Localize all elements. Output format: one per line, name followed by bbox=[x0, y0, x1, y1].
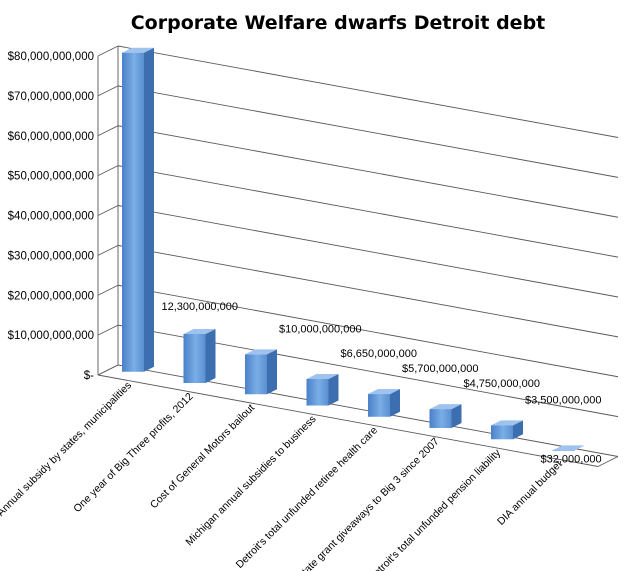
bar-top bbox=[552, 445, 585, 451]
y-tick-label: $- bbox=[84, 370, 94, 382]
y-tick-label: $20,000,000,000 bbox=[8, 290, 94, 302]
bar bbox=[245, 354, 267, 395]
bar-group bbox=[552, 445, 585, 451]
y-tick-label: $70,000,000,000 bbox=[8, 91, 94, 103]
data-label: $5,700,000,000 bbox=[402, 363, 478, 375]
gridline bbox=[117, 45, 619, 138]
bar-top bbox=[491, 420, 523, 426]
bar-group bbox=[429, 404, 462, 429]
x-tick-label: Michigan annual subsidies to business bbox=[183, 413, 318, 548]
gridline-side bbox=[97, 284, 119, 296]
x-tick-label: State grant giveaways to Big 3 since 200… bbox=[295, 436, 442, 571]
data-label: 12,300,000,000 bbox=[162, 301, 238, 313]
bar bbox=[306, 379, 329, 406]
bar-group bbox=[122, 47, 154, 372]
y-tick-label: $30,000,000,000 bbox=[8, 250, 94, 262]
gridline bbox=[117, 165, 619, 258]
bar-side bbox=[390, 389, 400, 417]
bar-top bbox=[122, 47, 154, 53]
bar-group bbox=[306, 374, 339, 406]
bar-side bbox=[513, 420, 523, 440]
x-tick-label: Annual subsidy by states, municipalities bbox=[0, 379, 134, 518]
gridline-side bbox=[97, 125, 119, 137]
y-tick-label: $10,000,000,000 bbox=[8, 330, 94, 342]
bar bbox=[552, 450, 575, 451]
bar-side bbox=[574, 445, 585, 451]
floor-front-edge bbox=[97, 374, 599, 467]
bar-side bbox=[205, 328, 216, 384]
bar-group bbox=[491, 420, 523, 440]
bar-top bbox=[368, 389, 400, 395]
data-label: $10,000,000,000 bbox=[279, 323, 362, 335]
data-label: $3,500,000,000 bbox=[525, 394, 601, 406]
floor-right-edge bbox=[597, 456, 619, 467]
bar-top bbox=[429, 404, 462, 410]
x-tick-label: Detroit's total unfunded retiree health … bbox=[234, 424, 381, 571]
gridline-side bbox=[97, 364, 119, 376]
x-tick-label: One year of Big Three profits, 2012 bbox=[71, 391, 195, 515]
gridline-side bbox=[97, 244, 119, 256]
bar-group bbox=[368, 389, 400, 417]
gridline bbox=[117, 85, 619, 178]
gridline bbox=[117, 125, 619, 218]
bar bbox=[429, 409, 452, 429]
x-tick-label: Detroit's total unfunded pension liabili… bbox=[366, 446, 504, 571]
gridline bbox=[117, 284, 619, 378]
bar-side bbox=[267, 349, 277, 395]
bar bbox=[368, 394, 390, 417]
gridline bbox=[117, 205, 619, 298]
y-tick-label: $60,000,000,000 bbox=[8, 131, 94, 143]
bar-side bbox=[144, 47, 154, 372]
bar-side bbox=[328, 374, 339, 406]
gridline-side bbox=[97, 324, 119, 336]
y-tick-label: $40,000,000,000 bbox=[8, 211, 94, 223]
bar bbox=[122, 52, 144, 372]
bar-side bbox=[451, 404, 462, 429]
data-label: $32,000,000 bbox=[541, 454, 602, 466]
gridline-side bbox=[97, 165, 119, 177]
gridline bbox=[117, 244, 619, 338]
bar-top bbox=[183, 328, 216, 334]
x-tick-label: DIA annual budget bbox=[495, 458, 565, 528]
y-tick-label: $80,000,000,000 bbox=[8, 51, 94, 63]
data-label: $4,750,000,000 bbox=[464, 378, 540, 390]
bar bbox=[183, 333, 206, 384]
bar-top bbox=[306, 374, 339, 380]
bar bbox=[491, 425, 513, 440]
gridline-side bbox=[97, 205, 119, 216]
gridline-side bbox=[97, 45, 119, 57]
bar-group bbox=[245, 349, 277, 395]
bar-top bbox=[245, 349, 277, 355]
y-tick-label: $50,000,000,000 bbox=[8, 171, 94, 183]
bar-group bbox=[183, 328, 216, 384]
data-label: $6,650,000,000 bbox=[341, 348, 417, 360]
gridline-side bbox=[97, 85, 119, 97]
chart-title: Corporate Welfare dwarfs Detroit debt bbox=[131, 12, 546, 34]
